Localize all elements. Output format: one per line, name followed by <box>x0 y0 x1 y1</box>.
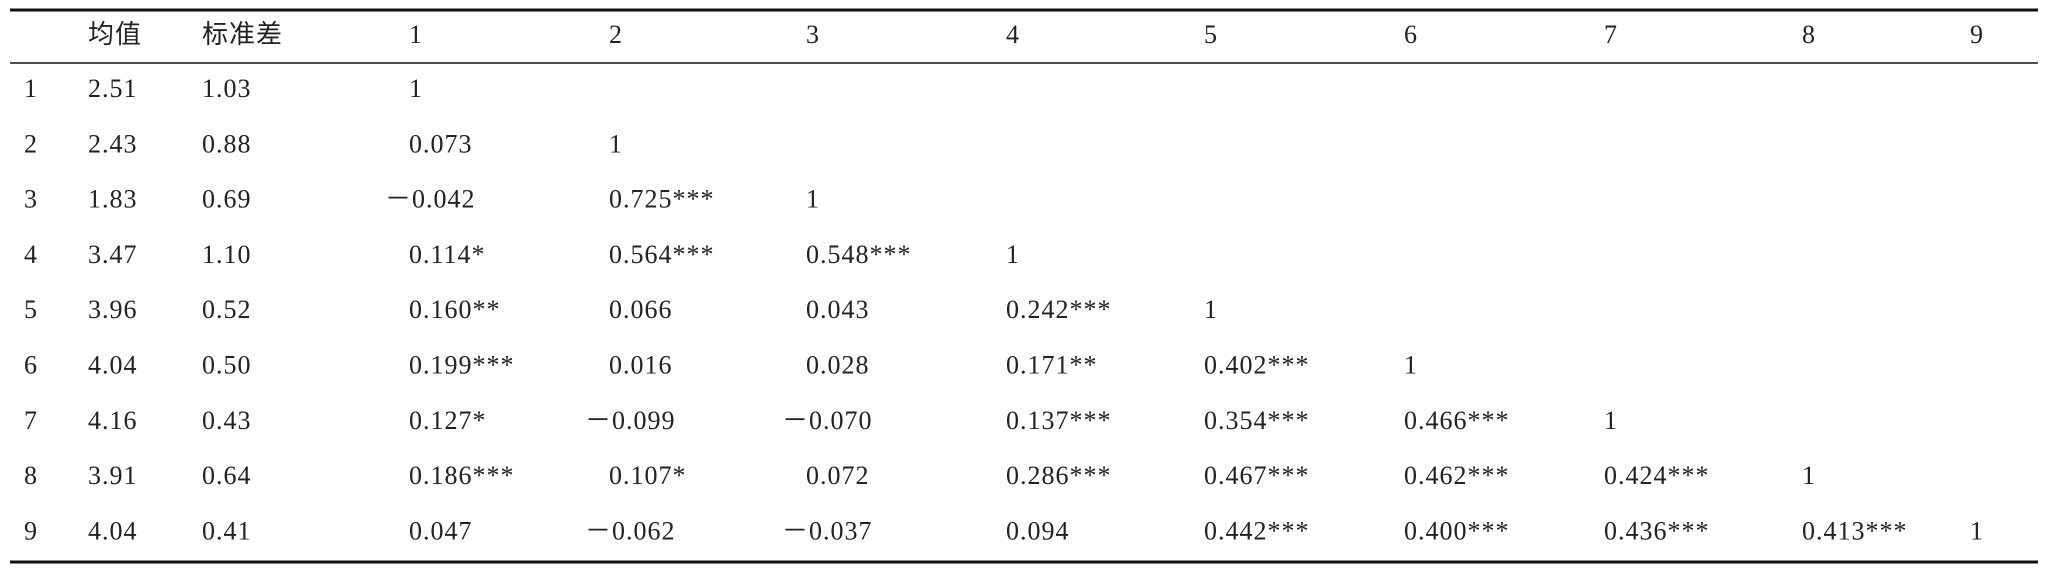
cell: 3.47 <box>88 240 138 269</box>
cell: 0.114* <box>409 240 486 269</box>
cell: 2.51 <box>88 74 138 103</box>
cell: 1 <box>1006 240 1020 269</box>
cell: 1 <box>1204 295 1218 324</box>
row-label: 4 <box>24 240 38 269</box>
cell: 0.073 <box>409 129 473 158</box>
cell: 0.467*** <box>1204 461 1310 490</box>
cell: 0.160** <box>409 295 501 324</box>
cell: 0.424*** <box>1604 461 1710 490</box>
row-label: 7 <box>24 406 38 435</box>
row-label: 5 <box>24 295 38 324</box>
cell: 0.564*** <box>609 240 715 269</box>
cell: 0.137*** <box>1006 406 1112 435</box>
cell: 0.436*** <box>1604 516 1710 545</box>
cell: 0.69 <box>202 185 252 214</box>
cell: 1.83 <box>88 185 138 214</box>
cell: 0.466*** <box>1404 406 1510 435</box>
cell: 0.413*** <box>1802 516 1908 545</box>
cell: 0.199*** <box>409 350 515 379</box>
row-label: 9 <box>24 516 38 545</box>
cell: －0.070 <box>782 406 873 435</box>
cell: 0.442*** <box>1204 516 1310 545</box>
cell: 1 <box>1802 461 1816 490</box>
cell: 0.016 <box>609 350 673 379</box>
cell: 0.52 <box>202 295 252 324</box>
cell: －0.042 <box>385 185 476 214</box>
cell: 0.171** <box>1006 350 1098 379</box>
row-label: 1 <box>24 74 38 103</box>
cell: 1 <box>609 129 623 158</box>
cell: 0.094 <box>1006 516 1070 545</box>
cell: －0.099 <box>585 406 676 435</box>
cell: 0.286*** <box>1006 461 1112 490</box>
cell: 3.96 <box>88 295 138 324</box>
cell: 4.04 <box>88 350 138 379</box>
cell: 0.066 <box>609 295 673 324</box>
header-cell: 1 <box>409 20 423 49</box>
cell: 0.402*** <box>1204 350 1310 379</box>
cell: －0.062 <box>585 516 676 545</box>
header-cell: 3 <box>806 20 820 49</box>
cell: 2.43 <box>88 129 138 158</box>
cell: 4.16 <box>88 406 138 435</box>
header-cell: 9 <box>1970 20 1984 49</box>
header-cell: 8 <box>1802 20 1816 49</box>
cell: －0.037 <box>782 516 873 545</box>
cell: 0.41 <box>202 516 252 545</box>
cell: 0.400*** <box>1404 516 1510 545</box>
header-cell: 6 <box>1404 20 1418 49</box>
row-label: 6 <box>24 350 38 379</box>
cell: 0.354*** <box>1204 406 1310 435</box>
cell: 0.072 <box>806 461 870 490</box>
cell: 0.50 <box>202 350 252 379</box>
cell: 0.186*** <box>409 461 515 490</box>
row-label: 3 <box>24 185 38 214</box>
cell: 0.107* <box>609 461 687 490</box>
cell: 0.548*** <box>806 240 912 269</box>
cell: 0.028 <box>806 350 870 379</box>
cell: 4.04 <box>88 516 138 545</box>
cell: 0.725*** <box>609 185 715 214</box>
cell: 1 <box>1404 350 1418 379</box>
header-cell: 标准差 <box>202 20 283 49</box>
cell: 3.91 <box>88 461 138 490</box>
cell: 0.043 <box>806 295 870 324</box>
cell: 1 <box>409 74 423 103</box>
row-label: 2 <box>24 129 38 158</box>
cell: 0.43 <box>202 406 252 435</box>
cell: 1 <box>806 185 820 214</box>
cell: 1 <box>1604 406 1618 435</box>
cell: 0.88 <box>202 129 252 158</box>
cell: 1.10 <box>202 240 252 269</box>
cell: 0.462*** <box>1404 461 1510 490</box>
row-label: 8 <box>24 461 38 490</box>
header-cell: 4 <box>1006 20 1020 49</box>
cell: 0.047 <box>409 516 473 545</box>
header-cell: 5 <box>1204 20 1218 49</box>
header-cell: 2 <box>609 20 623 49</box>
header-cell: 均值 <box>88 20 142 49</box>
cell: 1.03 <box>202 74 252 103</box>
cell: 1 <box>1970 516 1984 545</box>
cell: 0.127* <box>409 406 487 435</box>
cell: 0.64 <box>202 461 252 490</box>
header-cell: 7 <box>1604 20 1618 49</box>
cell: 0.242*** <box>1006 295 1112 324</box>
